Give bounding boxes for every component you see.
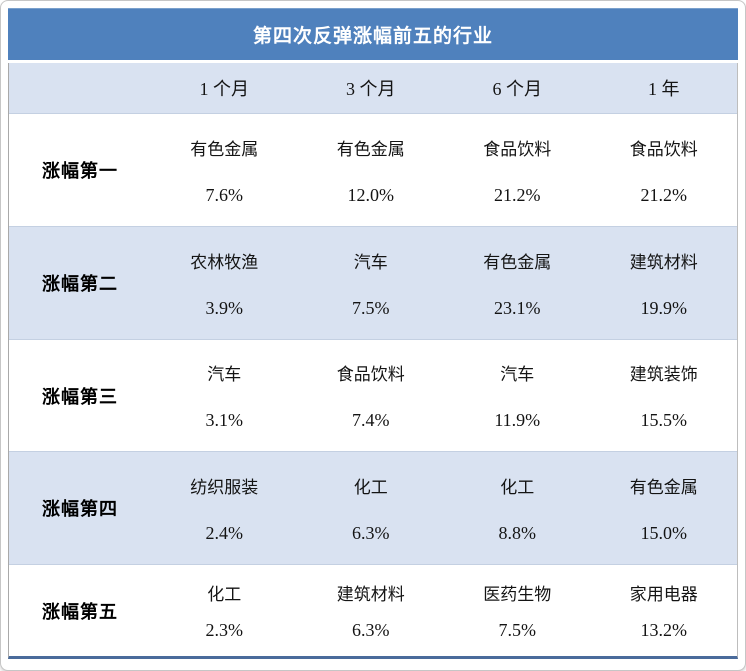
gain-value: 6.3%	[352, 619, 390, 640]
row-label: 涨幅第三	[42, 386, 118, 407]
industry-name: 有色金属	[190, 139, 259, 159]
table-cell: 纺织服装 2.4%	[151, 452, 298, 564]
gain-value: 3.1%	[205, 409, 244, 430]
gain-value: 7.6%	[205, 184, 244, 205]
industry-name: 汽车	[353, 252, 388, 272]
data-table: 1 个月 3 个月 6 个月 1 年 涨幅第一 有色金属 7.6% 有色金属 1…	[8, 63, 738, 659]
industry-name: 食品饮料	[629, 139, 698, 159]
table-row-rank3: 涨幅第三 汽车 3.1% 食品饮料 7.4% 汽车 11.9% 建筑装饰 15.…	[9, 339, 737, 451]
gain-value: 2.3%	[205, 619, 244, 640]
industry-name: 食品饮料	[336, 365, 405, 385]
table-title: 第四次反弹涨幅前五的行业	[252, 26, 493, 47]
gain-value: 8.8%	[498, 522, 537, 543]
table-cell: 食品饮料 7.4%	[298, 340, 445, 451]
industry-name: 有色金属	[629, 477, 698, 497]
industry-name: 化工	[500, 477, 535, 497]
gain-value: 7.5%	[352, 297, 390, 318]
header-cell-1m: 1 个月	[199, 79, 250, 99]
row-label: 涨幅第五	[42, 601, 118, 622]
row-label: 涨幅第四	[42, 499, 118, 519]
table-cell: 有色金属 15.0%	[591, 452, 738, 564]
table-title-bar: 第四次反弹涨幅前五的行业	[8, 8, 738, 60]
table-cell: 化工 6.3%	[298, 452, 445, 564]
row-label: 涨幅第一	[42, 161, 118, 181]
table-cell: 汽车 11.9%	[444, 340, 591, 451]
table-cell: 汽车 7.5%	[298, 227, 445, 339]
gain-value: 7.4%	[352, 409, 390, 430]
table-cell: 化工 2.3%	[151, 565, 298, 656]
industry-name: 农林牧渔	[190, 252, 259, 272]
industry-name: 汽车	[500, 365, 535, 385]
table-cell: 医药生物 7.5%	[444, 565, 591, 656]
header-cell-empty	[9, 63, 151, 113]
gain-value: 15.0%	[640, 522, 688, 543]
industry-name: 家用电器	[629, 585, 698, 605]
industry-name: 化工	[207, 585, 242, 605]
gain-value: 19.9%	[640, 297, 688, 318]
table-row-rank5: 涨幅第五 化工 2.3% 建筑材料 6.3% 医药生物 7.5% 家用电器 13…	[9, 564, 737, 656]
table-cell: 汽车 3.1%	[151, 340, 298, 451]
header-row: 1 个月 3 个月 6 个月 1 年	[9, 63, 737, 113]
title-header-gap	[8, 60, 738, 63]
table-cell: 化工 8.8%	[444, 452, 591, 564]
gain-value: 11.9%	[494, 409, 541, 430]
table-cell: 有色金属 23.1%	[444, 227, 591, 339]
table-cell: 建筑材料 6.3%	[298, 565, 445, 656]
industry-name: 纺织服装	[190, 477, 259, 497]
header-cell-1y: 1 年	[648, 79, 680, 99]
industry-name: 汽车	[207, 365, 242, 385]
table-cell: 建筑装饰 15.5%	[591, 340, 738, 451]
gain-value: 15.5%	[640, 409, 688, 430]
gain-value: 2.4%	[205, 522, 244, 543]
row-label: 涨幅第二	[42, 274, 118, 294]
industry-name: 化工	[353, 477, 388, 497]
table-cell: 食品饮料 21.2%	[444, 114, 591, 226]
gain-value: 23.1%	[494, 297, 541, 318]
industry-name: 有色金属	[336, 139, 405, 159]
industry-name: 建筑材料	[629, 252, 698, 272]
header-cell-6m: 6 个月	[492, 79, 543, 99]
table-cell: 有色金属 12.0%	[298, 114, 445, 226]
table-row-rank1: 涨幅第一 有色金属 7.6% 有色金属 12.0% 食品饮料 21.2% 食品饮…	[9, 113, 737, 226]
table-cell: 建筑材料 19.9%	[591, 227, 738, 339]
gain-value: 12.0%	[347, 184, 395, 205]
header-cell-3m: 3 个月	[346, 79, 396, 99]
table-cell: 有色金属 7.6%	[151, 114, 298, 226]
table-row-rank2: 涨幅第二 农林牧渔 3.9% 汽车 7.5% 有色金属 23.1% 建筑材料 1…	[9, 226, 737, 339]
table-cell: 食品饮料 21.2%	[591, 114, 738, 226]
gain-value: 21.2%	[640, 184, 688, 205]
table-cell: 家用电器 13.2%	[591, 565, 738, 656]
table-row-rank4: 涨幅第四 纺织服装 2.4% 化工 6.3% 化工 8.8% 有色金属 15.0…	[9, 451, 737, 564]
industry-name: 医药生物	[483, 585, 552, 605]
gain-value: 13.2%	[640, 619, 688, 640]
gain-value: 21.2%	[494, 184, 541, 205]
table-cell: 农林牧渔 3.9%	[151, 227, 298, 339]
industry-name: 建筑装饰	[629, 365, 698, 385]
gain-value: 7.5%	[498, 619, 537, 640]
gain-value: 6.3%	[352, 522, 390, 543]
gain-value: 3.9%	[205, 297, 244, 318]
industry-name: 有色金属	[483, 252, 552, 272]
industry-name: 食品饮料	[483, 139, 552, 159]
industry-name: 建筑材料	[336, 585, 405, 605]
